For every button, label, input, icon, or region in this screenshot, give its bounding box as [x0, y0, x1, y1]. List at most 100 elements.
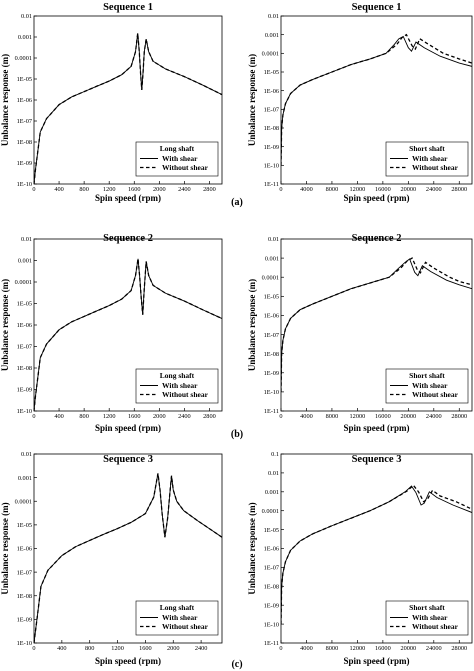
legend-title: Long shaft	[160, 371, 195, 380]
chart-panel-r1-c2: 1E-11 1E-10 1E-09 1E-08 1E-07 1E-06 1E-05 0.000…	[247, 2, 473, 203]
x-tick-label: 0	[279, 645, 282, 652]
y-tick-label: 1E-07	[17, 118, 32, 125]
y-tick-label: 1E-08	[264, 584, 279, 591]
y-tick-label: 1E-06	[17, 322, 32, 329]
x-tick-label: 2800	[203, 186, 216, 193]
y-tick-label: 1E-11	[264, 181, 279, 188]
chart-title: Sequence 3	[352, 454, 402, 465]
y-tick-label: 1E-07	[264, 107, 279, 114]
y-tick-label: 1E-07	[264, 565, 279, 572]
x-tick-label: 1200	[103, 186, 116, 193]
legend-entry: Without shear	[162, 163, 209, 172]
legend-title: Long shaft	[160, 603, 195, 612]
chart-title: Sequence 1	[352, 2, 402, 13]
y-tick-label: 0.0001	[262, 274, 279, 281]
x-tick-label: 8000	[326, 645, 339, 652]
y-tick-label: 1E-10	[17, 640, 32, 647]
x-tick-label: 1200	[111, 645, 124, 652]
y-axis-label: Unbalance response (m)	[247, 502, 257, 594]
x-tick-label: 16000	[375, 645, 391, 652]
y-tick-label: 1E-06	[264, 88, 279, 95]
y-tick-label: 0.001	[265, 255, 279, 262]
y-tick-label: 1E-09	[17, 160, 32, 167]
legend-box	[135, 141, 219, 177]
x-tick-label: 0	[32, 186, 35, 193]
chart-panel-r3-c2: 1E-11 1E-10 1E-09 1E-08 1E-07 1E-06 1E-05 0.000…	[247, 451, 473, 666]
y-tick-label: 1E-09	[17, 617, 32, 624]
y-tick-label: 0.01	[21, 13, 32, 20]
x-tick-label: 400	[54, 186, 63, 193]
y-tick-label: 1E-07	[17, 344, 32, 351]
x-tick-label: 800	[85, 645, 94, 652]
legend-title: Short shaft	[409, 371, 445, 380]
y-axis-label: Unbalance response (m)	[0, 502, 10, 594]
y-axis-label: Unbalance response (m)	[247, 54, 257, 146]
y-tick-label: 1E-06	[17, 97, 32, 104]
x-tick-label: 12000	[350, 413, 366, 420]
y-tick-label: 0.01	[268, 236, 279, 243]
y-tick-label: 1E-08	[17, 593, 32, 600]
legend-entry: Without shear	[412, 163, 459, 172]
x-tick-label: 2000	[153, 413, 166, 420]
chart-title: Sequence 3	[103, 454, 153, 465]
x-tick-label: 28000	[451, 186, 467, 193]
y-tick-label: 1E-09	[264, 602, 279, 609]
y-tick-label: 1E-08	[264, 125, 279, 132]
y-tick-label: 1E-05	[264, 294, 279, 301]
x-tick-label: 800	[79, 186, 88, 193]
y-tick-label: 1E-09	[17, 387, 32, 394]
series-line-without-shear	[34, 473, 222, 643]
chart-title: Sequence 2	[352, 233, 402, 244]
x-tick-label: 20000	[400, 186, 416, 193]
x-axis-label: Spin speed (rpm)	[95, 656, 161, 666]
legend-entry: With shear	[412, 381, 448, 390]
x-tick-label: 28000	[451, 413, 467, 420]
plot-frame	[280, 15, 473, 185]
chart-panel-r2-c1: 1E-10 1E-09 1E-08 1E-07 1E-06 1E-05 0.0001 0.00…	[0, 233, 223, 433]
legend-entry: Without shear	[412, 390, 459, 399]
x-tick-label: 20000	[400, 413, 416, 420]
x-tick-label: 2400	[178, 186, 191, 193]
chart-title: Sequence 1	[103, 2, 153, 13]
y-tick-label: 1E-11	[264, 640, 279, 647]
y-tick-label: 0.1	[271, 451, 279, 458]
y-tick-label: 1E-08	[17, 365, 32, 372]
y-tick-label: 0.001	[18, 258, 32, 265]
legend-entry: Without shear	[412, 622, 459, 631]
legend-entry: With shear	[162, 154, 198, 163]
legend-box	[135, 368, 219, 404]
y-axis-label: Unbalance response (m)	[0, 54, 10, 146]
x-tick-label: 1200	[103, 413, 116, 420]
y-tick-label: 1E-11	[264, 408, 279, 415]
legend-entry: With shear	[412, 154, 448, 163]
chart-panel-r3-c1: 1E-10 1E-09 1E-08 1E-07 1E-06 1E-05 0.0001 0.00…	[0, 451, 223, 666]
x-axis-label: Spin speed (rpm)	[95, 423, 161, 433]
panel-label-a: (a)	[231, 197, 243, 208]
legend-entry: Without shear	[162, 390, 209, 399]
y-tick-label: 1E-06	[264, 313, 279, 320]
x-axis-label: Spin speed (rpm)	[343, 193, 409, 203]
x-tick-label: 12000	[350, 645, 366, 652]
legend-entry: With shear	[412, 613, 448, 622]
y-tick-label: 1E-06	[17, 546, 32, 553]
series-line-without-shear	[34, 33, 222, 184]
y-tick-label: 1E-10	[17, 181, 32, 188]
y-tick-label: 0.0001	[15, 498, 32, 505]
x-tick-label: 2400	[195, 645, 208, 652]
x-tick-label: 4000	[300, 645, 313, 652]
y-tick-label: 0.001	[265, 489, 279, 496]
x-tick-label: 24000	[426, 186, 442, 193]
y-tick-label: 1E-07	[264, 332, 279, 339]
x-tick-label: 16000	[375, 186, 391, 193]
y-tick-label: 1E-08	[264, 351, 279, 358]
y-axis-label: Unbalance response (m)	[0, 279, 10, 371]
y-tick-label: 1E-05	[17, 522, 32, 529]
x-tick-label: 20000	[400, 645, 416, 652]
x-tick-label: 0	[279, 413, 282, 420]
legend-box	[385, 600, 469, 636]
y-tick-label: 1E-10	[17, 408, 32, 415]
y-tick-label: 0.01	[21, 236, 32, 243]
chart-panel-r2-c2: 1E-11 1E-10 1E-09 1E-08 1E-07 1E-06 1E-05 0.000…	[247, 233, 473, 433]
y-tick-label: 0.001	[18, 475, 32, 482]
y-axis-label: Unbalance response (m)	[247, 279, 257, 371]
